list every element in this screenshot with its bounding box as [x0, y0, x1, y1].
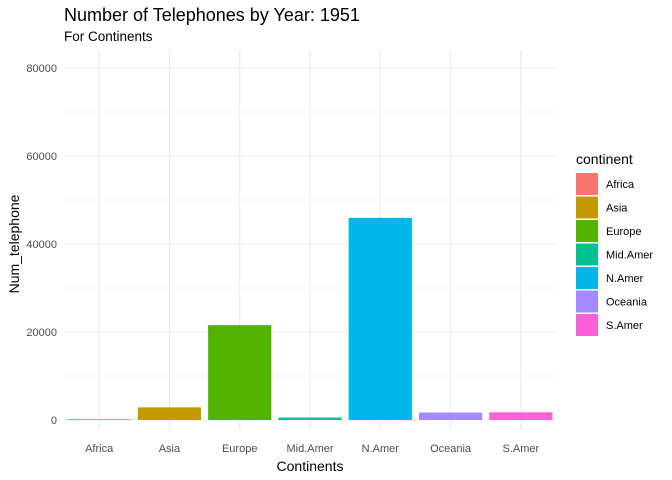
x-axis-title: Continents — [277, 458, 344, 474]
bars — [67, 217, 553, 420]
legend-label: Asia — [606, 203, 628, 215]
legend-label: Oceania — [606, 297, 648, 309]
grid — [64, 50, 556, 430]
legend-key — [576, 220, 598, 242]
bar-europe — [208, 325, 272, 420]
y-tick-label: 40000 — [26, 239, 57, 251]
x-tick-label: N.Amer — [362, 443, 400, 455]
legend-key — [576, 314, 598, 336]
x-tick-labels: Africa Asia Europe Mid.Amer N.Amer Oceania S.A… — [85, 443, 539, 455]
legend-label: S.Amer — [606, 320, 643, 332]
x-tick-label: S.Amer — [503, 443, 540, 455]
x-tick-label: Europe — [222, 443, 257, 455]
bar-oceania — [418, 412, 483, 420]
y-tick-label: 20000 — [26, 327, 57, 339]
chart-title: Number of Telephones by Year: 1951 — [64, 5, 360, 25]
bar-s-amer — [489, 412, 553, 420]
chart-subtitle: For Continents — [64, 29, 153, 44]
y-axis-title: Num_telephone — [6, 194, 22, 293]
legend-label: Mid.Amer — [606, 250, 653, 262]
bar-asia — [137, 407, 202, 420]
legend-key — [576, 290, 598, 313]
x-tick-label: Africa — [85, 443, 114, 455]
legend-key — [576, 196, 598, 219]
legend: Africa Asia Europe Mid.Amer N.Amer Oceania S.A… — [576, 173, 653, 336]
legend-key — [576, 173, 598, 195]
x-tick-label: Mid.Amer — [286, 443, 333, 455]
bar-n-amer — [348, 217, 412, 420]
bar-mid-amer — [278, 417, 342, 420]
legend-label: Europe — [606, 226, 641, 238]
legend-title: continent — [576, 151, 633, 167]
y-tick-label: 0 — [51, 415, 57, 427]
legend-key — [576, 267, 598, 289]
legend-key — [576, 243, 598, 266]
y-tick-labels: 0 20000 40000 60000 80000 — [26, 63, 57, 427]
x-tick-label: Oceania — [430, 443, 472, 455]
y-tick-label: 80000 — [26, 63, 57, 75]
legend-label: Africa — [606, 179, 635, 191]
y-tick-label: 60000 — [26, 151, 57, 163]
bar-africa — [67, 419, 131, 420]
legend-label: N.Amer — [606, 273, 644, 285]
x-tick-label: Asia — [159, 443, 181, 455]
